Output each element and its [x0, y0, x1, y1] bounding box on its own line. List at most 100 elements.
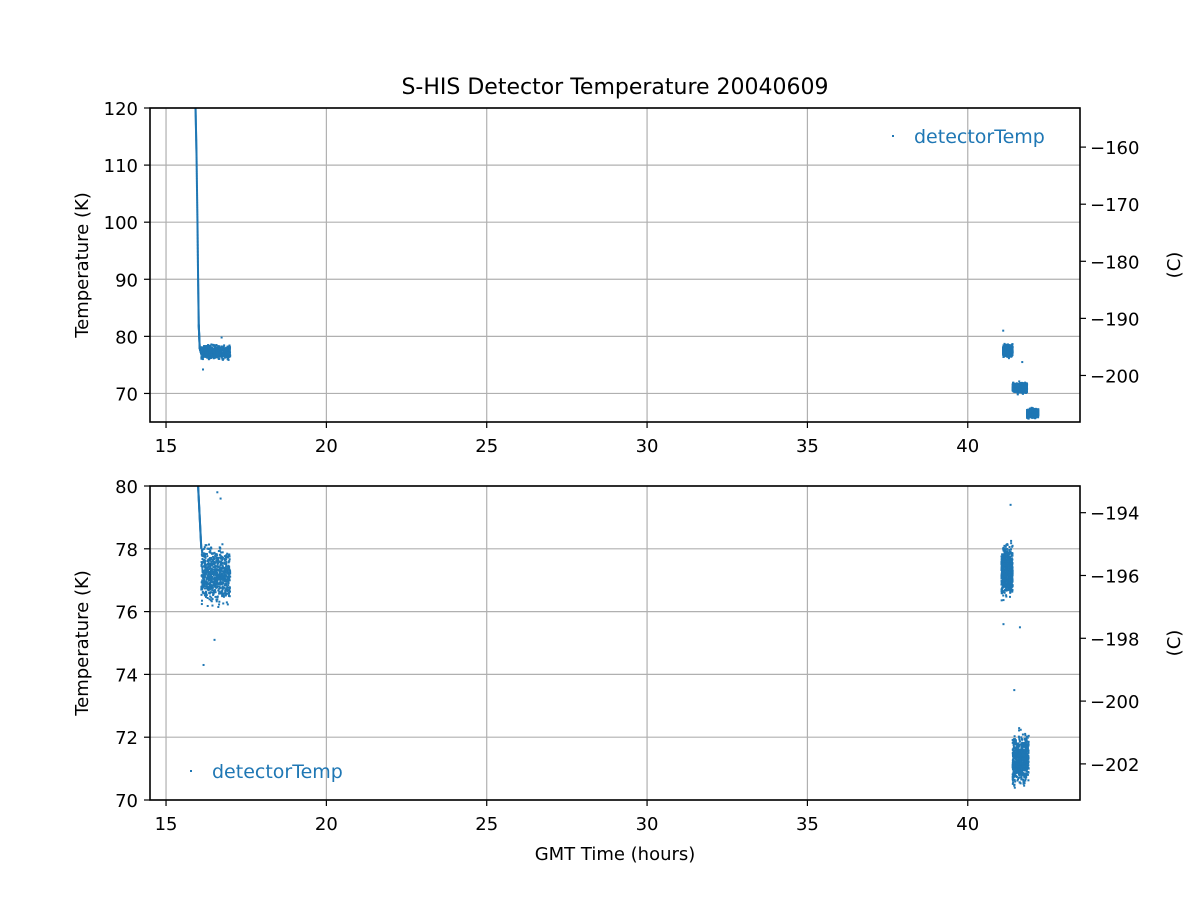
data-point: [1002, 587, 1004, 589]
data-point: [196, 187, 198, 189]
data-point: [1028, 415, 1030, 417]
data-point: [1001, 573, 1003, 575]
data-point: [224, 576, 226, 578]
data-point: [219, 557, 221, 559]
data-point: [217, 595, 219, 597]
data-point: [221, 354, 223, 356]
data-point: [1003, 599, 1005, 601]
data-point: [216, 356, 218, 358]
data-point: [211, 605, 213, 607]
data-point: [223, 596, 225, 598]
data-point: [229, 355, 231, 357]
data-point: [196, 213, 198, 215]
data-point: [225, 570, 227, 572]
data-point: [1009, 596, 1011, 598]
data-point: [1012, 390, 1014, 392]
data-point: [196, 175, 198, 177]
y-tick-label: 72: [115, 728, 138, 749]
data-point: [1029, 413, 1031, 415]
data-point: [196, 184, 198, 186]
data-point: [210, 350, 212, 352]
data-point: [202, 575, 204, 577]
data-point: [218, 350, 220, 352]
data-point: [1029, 411, 1031, 413]
data-point: [219, 554, 221, 556]
data-point: [205, 349, 207, 351]
data-point: [203, 565, 205, 567]
data-point: [228, 574, 230, 576]
y-tick-label: 78: [115, 540, 138, 561]
data-point: [1020, 736, 1022, 738]
data-point: [201, 562, 203, 564]
y-tick-label: 74: [115, 665, 138, 686]
data-point: [218, 593, 220, 595]
chart-title: S-HIS Detector Temperature 20040609: [401, 75, 828, 100]
data-point: [220, 551, 222, 553]
data-point: [1005, 594, 1007, 596]
data-point: [203, 585, 205, 587]
data-point: [1009, 546, 1011, 548]
data-point: [218, 566, 220, 568]
data-point: [196, 216, 198, 218]
right-y-tick-label: −200: [1090, 366, 1139, 387]
right-y-tick-label: −190: [1090, 309, 1139, 330]
data-point: [1009, 566, 1011, 568]
data-point: [208, 354, 210, 356]
right-y-tick-label: −196: [1090, 566, 1139, 587]
data-point: [1034, 417, 1036, 419]
data-point: [214, 553, 216, 555]
data-point: [1002, 330, 1004, 332]
data-point: [224, 555, 226, 557]
data-point: [1001, 580, 1003, 582]
legend-label: detectorTemp: [914, 126, 1045, 148]
data-point: [216, 353, 218, 355]
data-point: [196, 185, 198, 187]
data-point: [1014, 390, 1016, 392]
legend-marker: [892, 135, 894, 137]
data-point: [204, 571, 206, 573]
data-point: [1019, 382, 1021, 384]
data-point: [217, 564, 219, 566]
data-point: [201, 567, 203, 569]
data-point: [204, 587, 206, 589]
data-point: [196, 209, 198, 211]
data-point: [211, 562, 213, 564]
y-tick-label: 110: [104, 156, 138, 177]
data-point: [202, 570, 204, 572]
data-point: [223, 561, 225, 563]
data-point: [202, 559, 204, 561]
data-point: [196, 195, 198, 197]
data-point: [213, 562, 215, 564]
data-point: [211, 589, 213, 591]
data-point: [1007, 353, 1009, 355]
right-y-tick-label: −170: [1090, 195, 1139, 216]
data-point: [1012, 387, 1014, 389]
data-point: [205, 557, 207, 559]
data-point: [1004, 563, 1006, 565]
data-point: [1004, 576, 1006, 578]
data-point: [1007, 568, 1009, 570]
data-point: [224, 350, 226, 352]
data-point: [226, 572, 228, 574]
data-point: [1008, 572, 1010, 574]
data-point: [211, 591, 213, 593]
data-point: [1011, 572, 1013, 574]
data-point: [196, 161, 198, 163]
data-point: [202, 354, 204, 356]
data-point: [196, 192, 198, 194]
data-point: [1007, 354, 1009, 356]
data-point: [205, 544, 207, 546]
data-point: [1009, 560, 1011, 562]
data-point: [1037, 414, 1039, 416]
data-point: [203, 351, 205, 353]
data-point: [201, 583, 203, 585]
data-point: [1004, 589, 1006, 591]
data-point: [1014, 383, 1016, 385]
data-point: [213, 357, 215, 359]
data-point: [1014, 787, 1016, 789]
data-point: [229, 346, 231, 348]
data-point: [225, 558, 227, 560]
x-tick-label: 30: [636, 436, 659, 457]
data-point: [224, 589, 226, 591]
